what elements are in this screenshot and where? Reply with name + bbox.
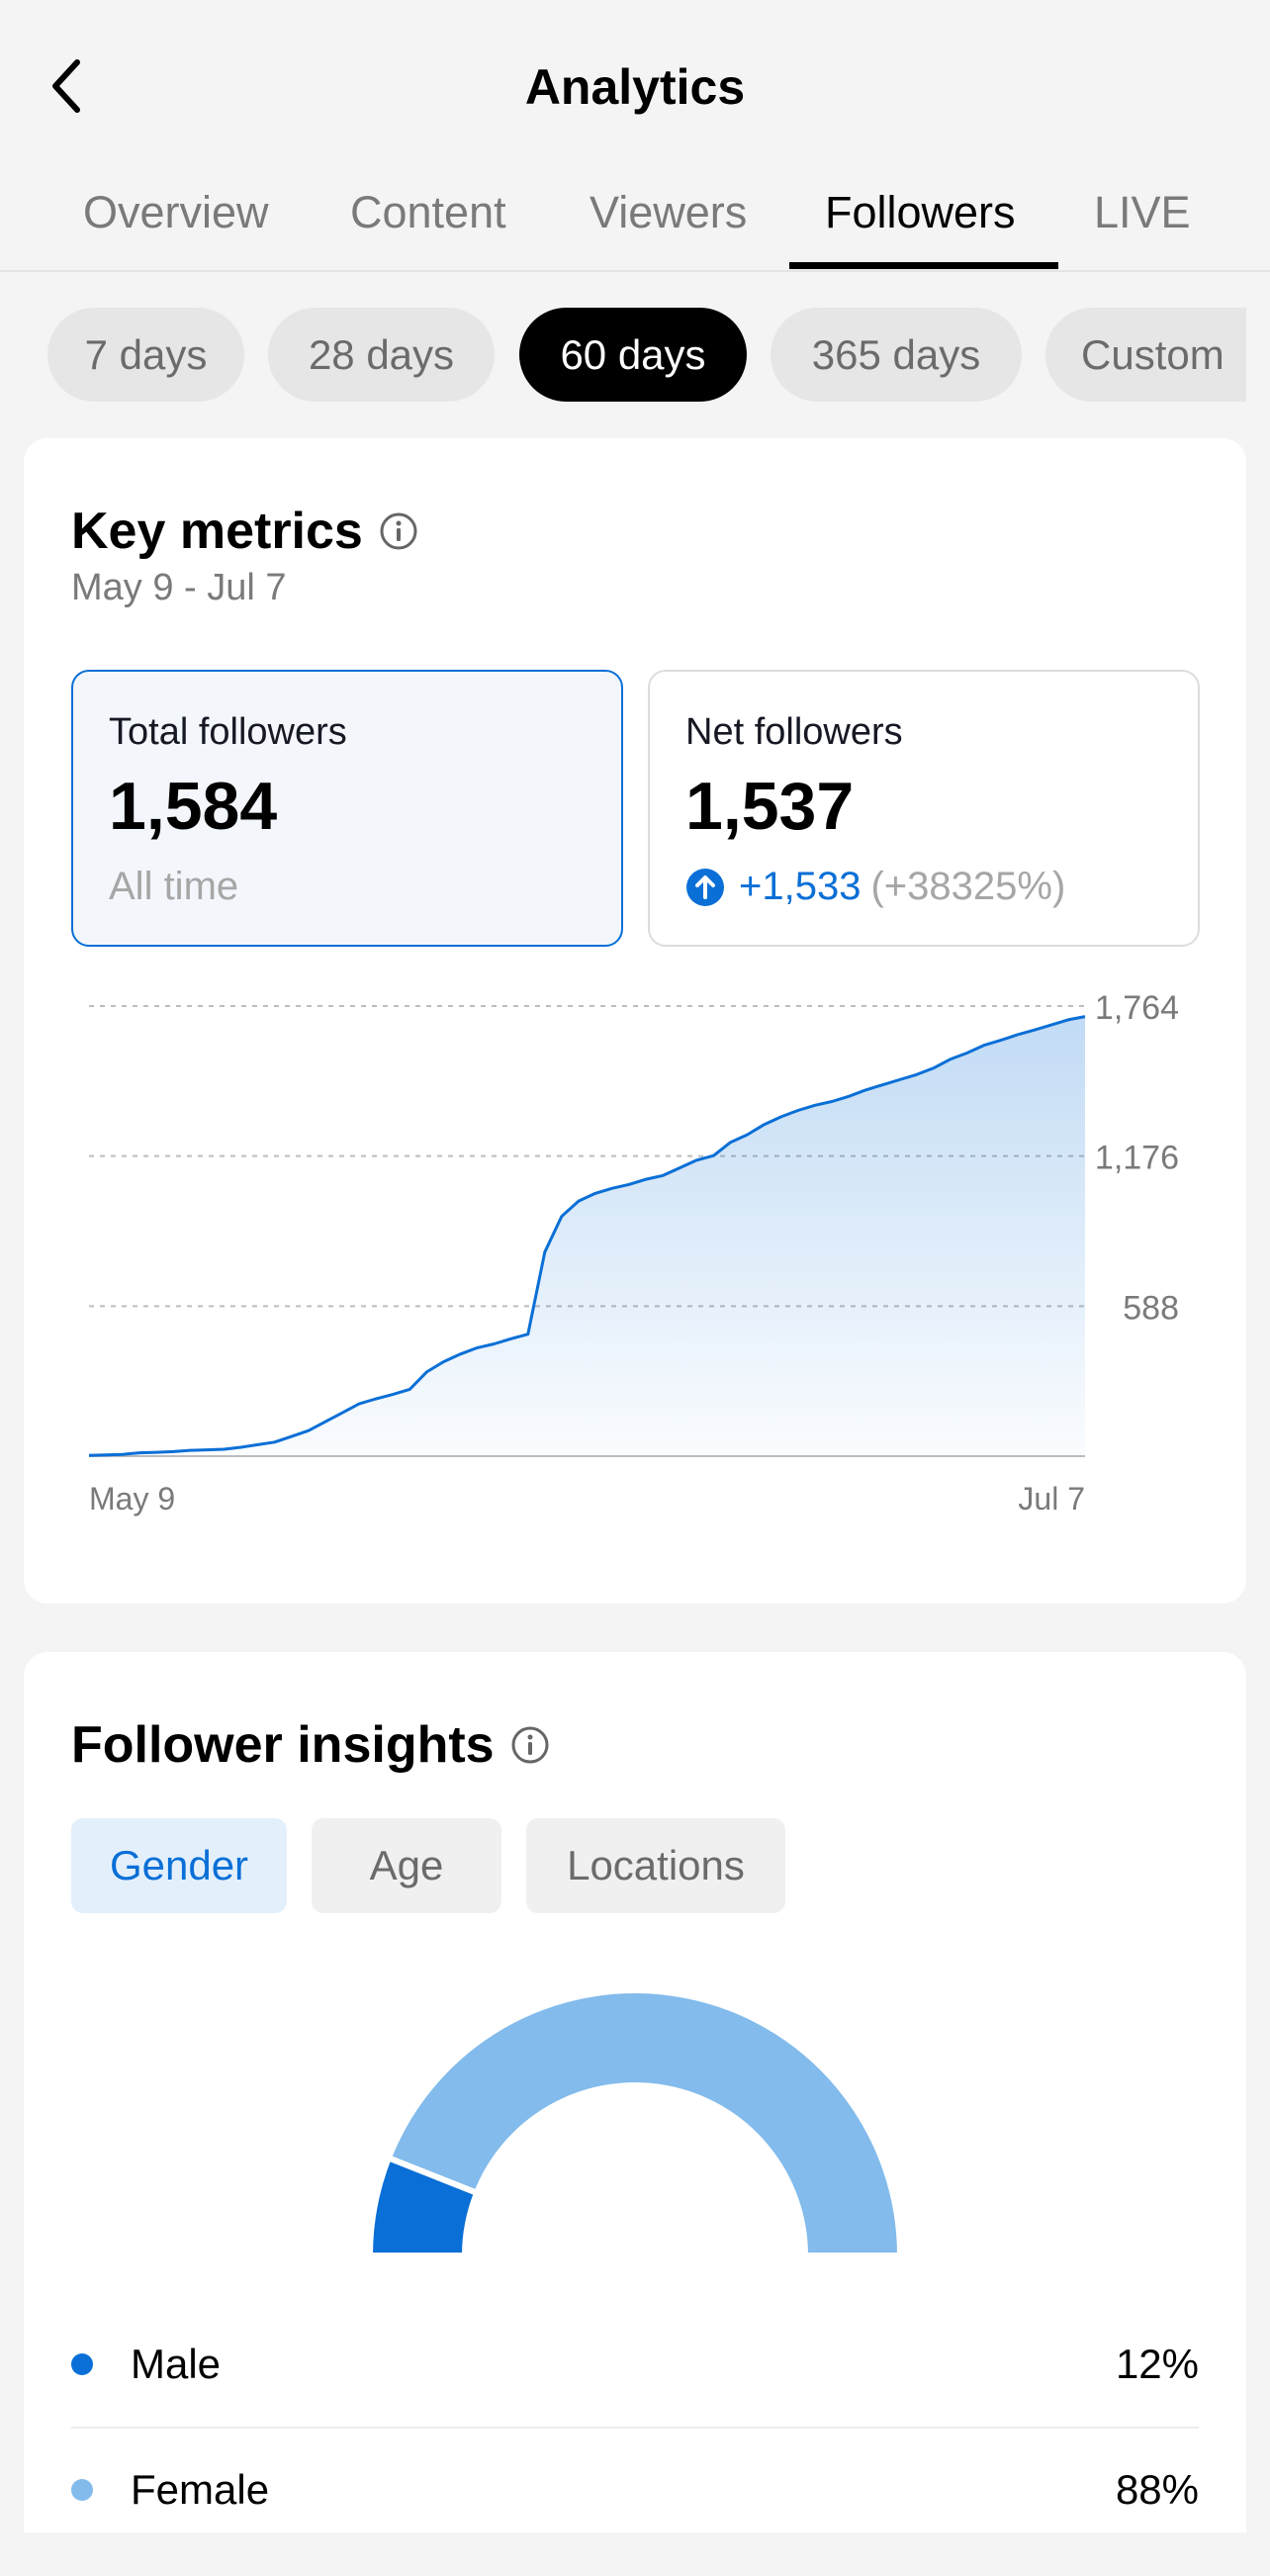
legend-label-female: Female	[131, 2466, 270, 2513]
range-365-days[interactable]: 365 days	[771, 308, 1022, 402]
range-60-days[interactable]: 60 days	[519, 308, 747, 402]
y-tick-label: 1,764	[1095, 989, 1179, 1027]
total-followers-value: 1,584	[109, 769, 278, 844]
tab-content[interactable]: Content	[350, 187, 506, 237]
key-metrics-title: Key metrics	[71, 503, 363, 560]
arrow-up-circle-icon	[686, 868, 724, 906]
range-custom[interactable]: Custom	[1045, 308, 1246, 402]
insight-segments: Gender Age Locations	[71, 1818, 785, 1913]
segment-locations[interactable]: Locations	[526, 1818, 785, 1913]
legend-divider	[71, 2427, 1199, 2429]
chevron-left-icon	[52, 59, 80, 113]
date-range: May 9 - Jul 7	[71, 567, 287, 608]
segment-age[interactable]: Age	[312, 1818, 501, 1913]
net-followers-change: +1,533 (+38325%)	[685, 865, 1065, 909]
legend-row-male: Male 12%	[71, 2320, 1199, 2409]
y-tick-label: 1,176	[1095, 1140, 1179, 1177]
total-followers-label: Total followers	[109, 711, 347, 753]
page-title: Analytics	[524, 59, 746, 115]
net-followers-value: 1,537	[685, 769, 855, 844]
tab-viewers[interactable]: Viewers	[590, 187, 748, 237]
female-dot-icon	[71, 2479, 93, 2501]
follower-insights-card: Follower insights Gender Age Locations	[24, 1652, 1246, 2532]
legend-row-female: Female 88%	[71, 2445, 1199, 2534]
legend-value-female: 88%	[1115, 2466, 1199, 2513]
tab-live[interactable]: LIVE	[1094, 187, 1191, 237]
segment-gender[interactable]: Gender	[71, 1818, 287, 1913]
y-tick-label: 588	[1123, 1289, 1179, 1327]
followers-chart-svg: 588 1,176 1,764 May 9 Jul 7	[88, 989, 1179, 1517]
range-28-days[interactable]: 28 days	[268, 308, 495, 402]
total-followers-card[interactable]: Total followers 1,584 All time	[71, 670, 623, 947]
net-followers-label: Net followers	[685, 711, 903, 753]
net-followers-card[interactable]: Net followers 1,537 +1,533 (+38325%)	[648, 670, 1200, 947]
x-tick-label-start: May 9	[89, 1481, 175, 1517]
key-metrics-heading: Key metrics	[71, 500, 418, 563]
back-button[interactable]	[40, 51, 95, 121]
key-metrics-card: Key metrics May 9 - Jul 7 Total follower…	[24, 438, 1246, 1604]
tab-followers[interactable]: Followers	[825, 187, 1016, 237]
info-icon[interactable]	[379, 511, 418, 551]
info-icon[interactable]	[510, 1725, 550, 1765]
active-tab-indicator	[789, 262, 1058, 269]
follower-insights-heading: Follower insights	[71, 1713, 550, 1777]
x-tick-label-end: Jul 7	[1018, 1481, 1085, 1517]
range-7-days[interactable]: 7 days	[47, 308, 244, 402]
followers-line	[88, 1015, 1086, 1457]
net-change-percent: (+38325%)	[870, 865, 1066, 908]
donut-slice-female[interactable]	[384, 1987, 904, 2258]
analytics-tabs: Overview Content Viewers Followers LIVE	[0, 173, 1270, 272]
followers-chart: 588 1,176 1,764 May 9 Jul 7	[24, 972, 1246, 1546]
male-dot-icon	[71, 2353, 93, 2375]
net-change-absolute: +1,533	[739, 865, 862, 908]
follower-insights-title: Follower insights	[71, 1716, 495, 1774]
legend-label-male: Male	[131, 2341, 222, 2387]
legend-value-male: 12%	[1115, 2341, 1199, 2387]
total-followers-sub: All time	[109, 865, 239, 908]
followers-area	[89, 1016, 1085, 1456]
gender-donut-chart	[366, 1987, 904, 2258]
tab-overview[interactable]: Overview	[83, 187, 269, 237]
app-header: Analytics	[0, 0, 1270, 173]
